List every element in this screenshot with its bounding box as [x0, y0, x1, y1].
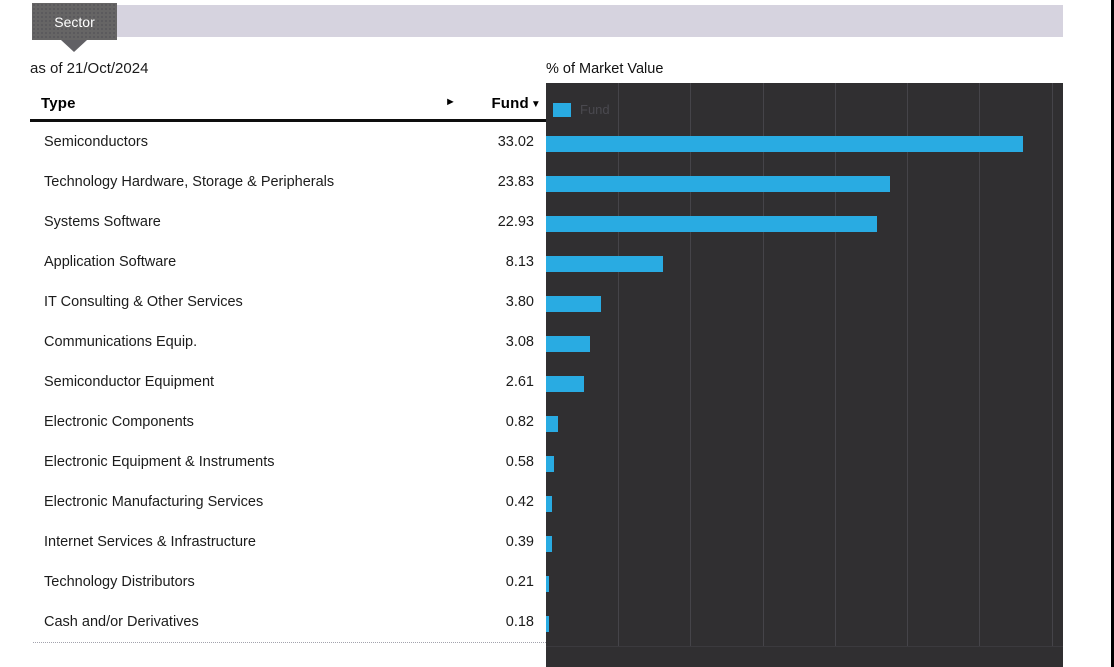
row-fund-value: 2.61	[505, 374, 534, 390]
legend-fund-swatch	[553, 102, 571, 117]
tab-pointer-triangle	[61, 40, 87, 52]
bar-communications-equip-	[546, 336, 590, 352]
row-fund-value: 3.08	[505, 334, 534, 350]
row-type-label: Cash and/or Derivatives	[44, 614, 199, 630]
as-of-date: as of 21/Oct/2024	[30, 60, 149, 77]
row-fund-value: 0.21	[505, 574, 534, 590]
table-row: Technology Distributors 0.21	[30, 562, 546, 602]
column-header-fund[interactable]: Fund ▼	[491, 95, 541, 112]
row-type-label: IT Consulting & Other Services	[44, 294, 243, 310]
row-type-label: Semiconductor Equipment	[44, 374, 215, 390]
tab-sector-label: Sector	[54, 13, 95, 30]
table-row: Internet Services & Infrastructure 0.39	[30, 522, 546, 562]
table-row: Communications Equip. 3.08	[30, 322, 546, 362]
viewport-right-edge	[1111, 0, 1114, 667]
table-row: Systems Software 22.93	[30, 202, 546, 242]
row-fund-value: 8.13	[505, 254, 534, 270]
bar-application-software	[546, 256, 663, 272]
row-type-label: Technology Distributors	[44, 574, 195, 590]
table-row: Electronic Equipment & Instruments 0.58	[30, 442, 546, 482]
row-fund-value: 0.18	[505, 614, 534, 630]
bar-technology-distributors	[546, 576, 549, 592]
legend-fund-label: Fund	[580, 102, 610, 117]
bar-electronic-components	[546, 416, 558, 432]
row-type-label: Electronic Equipment & Instruments	[44, 454, 275, 470]
row-fund-value: 0.58	[505, 454, 534, 470]
table-row: Semiconductors 33.02	[30, 122, 546, 162]
table-row: Electronic Components 0.82	[30, 402, 546, 442]
row-fund-value: 0.82	[505, 414, 534, 430]
bar-technology-hardware-storage-peripherals	[546, 176, 890, 192]
row-fund-value: 0.42	[505, 494, 534, 510]
gridline	[690, 83, 691, 646]
row-type-label: Semiconductors	[44, 134, 148, 150]
row-fund-value: 23.83	[497, 174, 534, 190]
bar-systems-software	[546, 216, 877, 232]
table-header: Type ► Fund ▼	[30, 88, 546, 122]
chart-title: % of Market Value	[546, 61, 664, 77]
chart-legend: Fund	[553, 102, 610, 117]
sector-table: Type ► Fund ▼ Semiconductors 33.02 Technol…	[30, 88, 546, 643]
gridline	[763, 83, 764, 646]
table-row: Semiconductor Equipment 2.61	[30, 362, 546, 402]
row-fund-value: 3.80	[505, 294, 534, 310]
row-type-label: Systems Software	[44, 214, 161, 230]
sort-desc-icon: ▼	[530, 99, 541, 110]
tab-strip	[117, 5, 1063, 37]
column-header-type[interactable]: Type	[41, 95, 76, 112]
row-type-label: Electronic Components	[44, 414, 194, 430]
table-row: IT Consulting & Other Services 3.80	[30, 282, 546, 322]
bar-electronic-equipment-instruments	[546, 456, 554, 472]
row-fund-value: 0.39	[505, 534, 534, 550]
row-type-label: Technology Hardware, Storage & Periphera…	[44, 174, 335, 190]
row-type-label: Application Software	[44, 254, 177, 270]
bar-semiconductors	[546, 136, 1023, 152]
bar-internet-services-infrastructure	[546, 536, 552, 552]
row-type-label: Communications Equip.	[44, 334, 198, 350]
gridline	[1052, 83, 1053, 646]
chart-axis-line	[546, 646, 1063, 647]
row-type-label: Electronic Manufacturing Services	[44, 494, 264, 510]
row-fund-value: 22.93	[497, 214, 534, 230]
table-row: Cash and/or Derivatives 0.18	[30, 602, 546, 642]
market-value-bar-chart: Fund	[546, 83, 1063, 667]
bar-semiconductor-equipment	[546, 376, 584, 392]
table-body: Semiconductors 33.02 Technology Hardware, …	[30, 122, 546, 642]
bar-cash-and-or-derivatives	[546, 616, 549, 632]
tab-sector[interactable]: Sector	[32, 3, 117, 40]
gridline	[979, 83, 980, 646]
gridline	[835, 83, 836, 646]
bar-electronic-manufacturing-services	[546, 496, 552, 512]
bar-it-consulting-other-services	[546, 296, 601, 312]
table-row: Technology Hardware, Storage & Periphera…	[30, 162, 546, 202]
gridline	[618, 83, 619, 646]
row-type-label: Internet Services & Infrastructure	[44, 534, 256, 550]
row-fund-value: 33.02	[497, 134, 534, 150]
table-row: Electronic Manufacturing Services 0.42	[30, 482, 546, 522]
table-bottom-divider	[33, 642, 546, 643]
gridline	[907, 83, 908, 646]
expand-arrow-icon[interactable]: ►	[445, 96, 456, 108]
column-header-fund-label: Fund	[491, 95, 529, 112]
table-row: Application Software 8.13	[30, 242, 546, 282]
